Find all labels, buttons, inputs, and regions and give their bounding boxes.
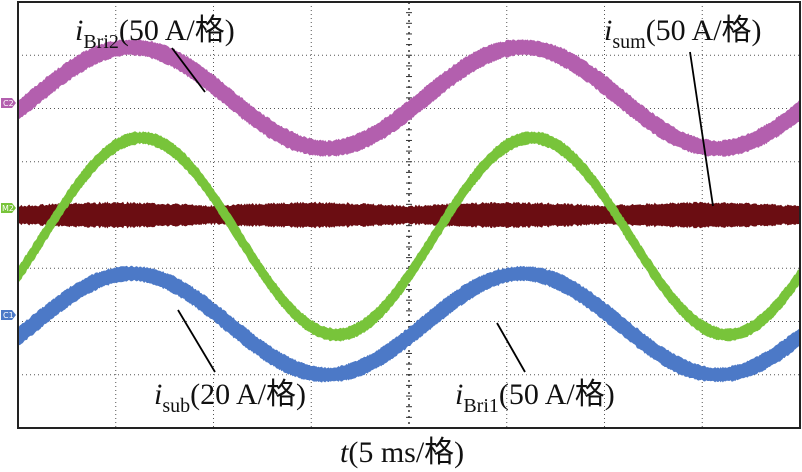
plot-frame [17, 1, 801, 429]
leader-i-sum [689, 51, 714, 207]
svg-text:C1: C1 [3, 311, 14, 320]
svg-text:M2: M2 [2, 204, 14, 213]
channel-tag-c2: C2 [1, 98, 16, 108]
traces [17, 38, 801, 383]
label-i-sub: isub(20 A/格) [154, 378, 306, 417]
x-axis-label: t(5 ms/格) [340, 436, 464, 469]
leader-i-sub [177, 309, 216, 373]
annotation-leaders [171, 47, 714, 373]
label-i-bri2: iBri2(50 A/格) [75, 14, 235, 53]
leader-i-bri1 [496, 322, 526, 373]
label-i-bri1: iBri1(50 A/格) [455, 378, 615, 417]
label-i-sum: isum(50 A/格) [604, 14, 762, 53]
channel-tag-c1: C1 [1, 310, 16, 320]
leader-i-bri2 [171, 47, 206, 93]
channel-tag-m2: M2 [1, 203, 16, 213]
svg-text:C2: C2 [3, 99, 14, 108]
